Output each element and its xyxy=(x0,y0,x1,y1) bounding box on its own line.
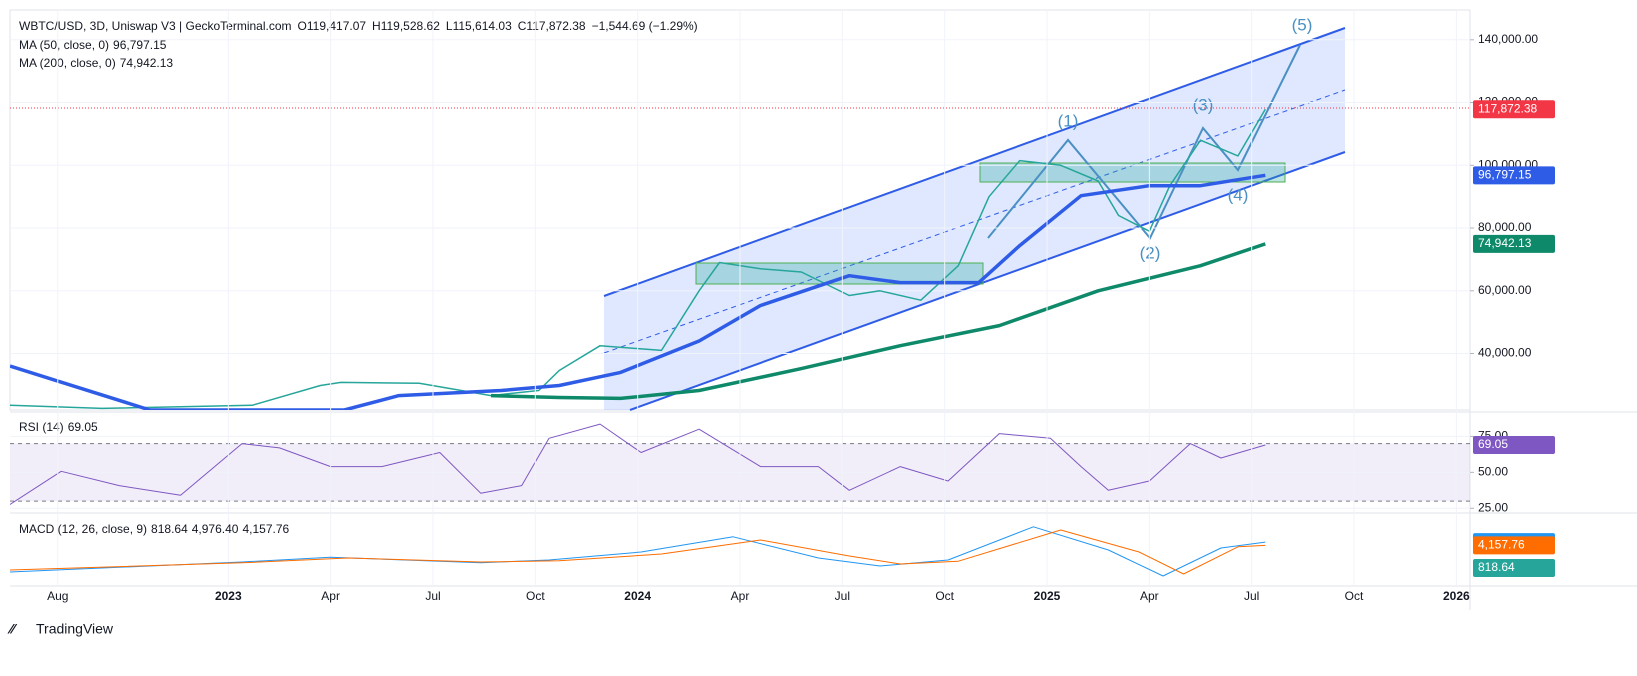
wave-label: (4) xyxy=(1228,185,1249,204)
legend: WBTC/USD, 3D, Uniswap V3 | GeckoTerminal… xyxy=(19,19,292,33)
price-tag-label: 117,872.38 xyxy=(1478,101,1537,115)
x-tick-label: Oct xyxy=(1345,589,1364,603)
logo: ⁄⁄ xyxy=(7,621,17,637)
ohlc-value: 119,528.62 xyxy=(381,19,440,33)
legend-value: 818.64 xyxy=(151,522,188,536)
legend-value: 69.05 xyxy=(68,420,98,434)
legend-name: MACD (12, 26, close, 9) xyxy=(19,522,147,536)
price-tag xyxy=(1473,559,1555,577)
zone xyxy=(695,262,984,285)
channel-lower xyxy=(629,151,1346,411)
x-tick-label: Aug xyxy=(47,589,68,603)
ohlc-key: H xyxy=(372,19,381,33)
ohlc-value: 119,417.07 xyxy=(307,19,366,33)
x-tick-label: Apr xyxy=(321,589,340,603)
price-tag xyxy=(1473,536,1555,555)
channel-fill xyxy=(604,28,1345,410)
legend-value: 74,942.13 xyxy=(120,56,174,70)
price-tag-label: 96,797.15 xyxy=(1478,168,1532,182)
symbol: WBTC/USD, 3D, Uniswap V3 | GeckoTerminal… xyxy=(19,19,292,33)
y-tick-label: 50.00 xyxy=(1478,465,1508,479)
ohlc-key: O xyxy=(298,19,307,33)
legend-value: 96,797.15 xyxy=(113,38,167,52)
pane-series xyxy=(10,423,1266,505)
elliott-wave xyxy=(987,44,1301,240)
ohlc-key: C xyxy=(518,19,527,33)
ohlc-key: L xyxy=(446,19,453,33)
price-tag-label: 4,157.76 xyxy=(1478,538,1525,552)
x-tick-label: Oct xyxy=(526,589,545,603)
wave-label: (3) xyxy=(1193,95,1214,114)
price-tag-label: 74,942.13 xyxy=(1478,236,1532,250)
wave-label: (2) xyxy=(1140,243,1161,262)
wave-label: (5) xyxy=(1292,15,1313,34)
change: −1,544.69 (−1.29%) xyxy=(592,19,698,33)
x-tick-label: Jul xyxy=(835,589,850,603)
series-line xyxy=(10,529,1266,575)
x-tick-label: Jul xyxy=(1244,589,1259,603)
legend-value: 4,157.76 xyxy=(242,522,289,536)
y-tick-label: 60,000.00 xyxy=(1478,283,1532,297)
series-line xyxy=(10,108,1266,410)
y-tick-label: 40,000.00 xyxy=(1478,346,1532,360)
footer: TradingView xyxy=(36,621,114,637)
legend-name: MA (200, close, 0) xyxy=(19,56,116,70)
series-line xyxy=(10,173,1266,410)
x-tick-label: 2025 xyxy=(1034,589,1061,603)
channel-upper xyxy=(603,27,1346,297)
pane-series xyxy=(10,526,1266,577)
legend-name: MA (50, close, 0) xyxy=(19,38,109,52)
legend-value: 4,976.40 xyxy=(192,522,239,536)
price-tag xyxy=(1473,234,1555,253)
x-tick-label: 2026 xyxy=(1443,589,1470,603)
x-tick-label: 2023 xyxy=(215,589,242,603)
y-tick-label: 25.00 xyxy=(1478,500,1508,514)
ohlc-value: 117,872.38 xyxy=(526,19,585,33)
y-tick-label: 80,000.00 xyxy=(1478,220,1532,234)
x-tick-label: Apr xyxy=(1140,589,1159,603)
ohlc-value: 115,614.03 xyxy=(453,19,512,33)
price-tag xyxy=(1473,166,1555,185)
price-tag-label: 818.64 xyxy=(1478,560,1515,574)
price-tag xyxy=(1473,435,1555,454)
zone xyxy=(979,162,1286,183)
price-tag xyxy=(1473,100,1555,119)
x-tick-label: Apr xyxy=(731,589,750,603)
legend-name: RSI (14) xyxy=(19,420,64,434)
y-tick-label: 140,000.00 xyxy=(1478,32,1538,46)
x-tick-label: Oct xyxy=(935,589,954,603)
price-tag-label: 69.05 xyxy=(1478,437,1508,451)
series-line xyxy=(10,423,1266,505)
wave-label: (1) xyxy=(1058,111,1079,130)
x-tick-label: 2024 xyxy=(624,589,651,603)
x-tick-label: Jul xyxy=(425,589,440,603)
